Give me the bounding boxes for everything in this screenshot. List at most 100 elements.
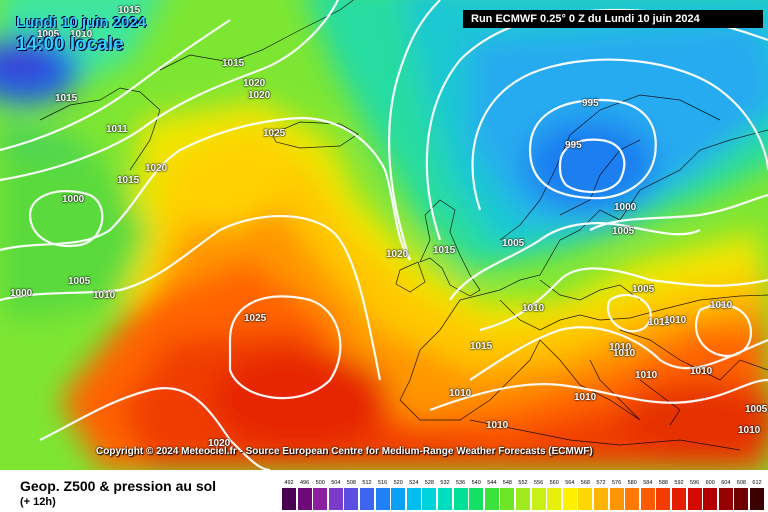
legend-label: 508 bbox=[346, 480, 356, 486]
legend-swatch bbox=[282, 488, 296, 510]
legend-swatch bbox=[360, 488, 374, 510]
legend-swatch bbox=[594, 488, 608, 510]
legend-swatch bbox=[578, 488, 593, 510]
isobar-label: 1005 bbox=[502, 238, 525, 249]
isobar-label: 1010 bbox=[664, 315, 687, 326]
isobar-label: 1010 bbox=[574, 392, 597, 403]
isobar-label: 1010 bbox=[738, 425, 761, 436]
legend-swatch bbox=[609, 488, 624, 510]
isobar-label: 1005 bbox=[37, 29, 60, 40]
legend-label: 556 bbox=[534, 480, 544, 486]
isobar-label: 1020 bbox=[145, 163, 168, 174]
legend-swatch bbox=[750, 488, 764, 510]
legend-label: 552 bbox=[518, 480, 528, 486]
legend-label: 544 bbox=[487, 480, 497, 486]
isobar-label: 1020 bbox=[386, 249, 409, 260]
legend-swatch bbox=[453, 488, 468, 510]
isobar-label: 1015 bbox=[222, 58, 245, 69]
legend-label: 596 bbox=[690, 480, 700, 486]
legend-label: 584 bbox=[643, 480, 653, 486]
isobar-label: 1010 bbox=[635, 370, 658, 381]
legend-label: 504 bbox=[331, 480, 341, 486]
forecast-date: Lundi 10 juin 2024 bbox=[16, 14, 147, 31]
model-run-title: Run ECMWF 0.25° 0 Z du Lundi 10 juin 202… bbox=[463, 10, 763, 28]
legend-swatch bbox=[469, 488, 484, 510]
legend-swatch bbox=[344, 488, 359, 510]
isobar-label: 1005 bbox=[612, 226, 635, 237]
forecast-map: 1015 1005 1010 1015 1015 1020 1020 1025 1011 1020… bbox=[0, 0, 768, 470]
legend-label: 496 bbox=[300, 480, 310, 486]
legend-label: 608 bbox=[736, 480, 746, 486]
legend-label: 580 bbox=[627, 480, 637, 486]
legend-label: 600 bbox=[705, 480, 715, 486]
legend-swatch bbox=[484, 488, 499, 510]
legend-label: 492 bbox=[284, 480, 294, 486]
product-title: Geop. Z500 & pression au sol bbox=[20, 478, 217, 494]
legend-label: 520 bbox=[393, 480, 403, 486]
legend-label: 568 bbox=[580, 480, 590, 486]
geopotential-field bbox=[0, 0, 768, 470]
legend-swatch bbox=[438, 488, 452, 510]
isobar-label: 1010 bbox=[93, 290, 116, 301]
isobar-label: 1005 bbox=[632, 284, 655, 295]
isobar-label: 1010 bbox=[613, 348, 636, 359]
legend-label: 560 bbox=[549, 480, 559, 486]
legend-swatch bbox=[672, 488, 686, 510]
legend-label: 532 bbox=[440, 480, 450, 486]
isobar-label: 1010 bbox=[710, 300, 733, 311]
isobar-label: 1000 bbox=[62, 194, 85, 205]
legend-label: 564 bbox=[565, 480, 575, 486]
legend-label: 548 bbox=[502, 480, 512, 486]
legend-swatch bbox=[375, 488, 390, 510]
isobar-label: 1010 bbox=[522, 303, 545, 314]
legend-swatch bbox=[640, 488, 655, 510]
isobar-label: 1010 bbox=[690, 366, 713, 377]
isobar-label: 1020 bbox=[243, 78, 266, 89]
legend-label: 612 bbox=[752, 480, 762, 486]
legend-label: 588 bbox=[658, 480, 668, 486]
isobar-label: 1015 bbox=[433, 245, 456, 256]
isobar-label: 1000 bbox=[614, 202, 637, 213]
legend-swatch bbox=[531, 488, 546, 510]
isobar-label: 1015 bbox=[470, 341, 493, 352]
isobar-label: 1011 bbox=[106, 124, 128, 135]
legend-swatch bbox=[547, 488, 562, 510]
legend-swatch bbox=[703, 488, 718, 510]
isobar-label: 1000 bbox=[10, 288, 33, 299]
legend-label: 512 bbox=[362, 480, 372, 486]
isobar-label: 1005 bbox=[745, 404, 768, 415]
isobar-label: 1010 bbox=[70, 29, 93, 40]
copyright-notice: Copyright © 2024 Meteociel.fr - Source E… bbox=[96, 446, 593, 457]
isobar-label: 1010 bbox=[486, 420, 509, 431]
legend-swatch bbox=[687, 488, 702, 510]
isobar-label: 1015 bbox=[55, 93, 78, 104]
legend-swatch bbox=[500, 488, 515, 510]
legend-swatch bbox=[734, 488, 749, 510]
legend-swatch bbox=[625, 488, 640, 510]
legend-swatch bbox=[656, 488, 671, 510]
legend-label: 576 bbox=[612, 480, 622, 486]
legend-label: 516 bbox=[378, 480, 388, 486]
isobar-label: 1020 bbox=[248, 90, 271, 101]
isobar-label: 1010 bbox=[609, 342, 632, 353]
legend-label: 592 bbox=[674, 480, 684, 486]
legend-swatch bbox=[422, 488, 437, 510]
isobar-label: 1015 bbox=[118, 5, 141, 16]
isobar-label: 1005 bbox=[68, 276, 91, 287]
isobar-label: 995 bbox=[582, 98, 599, 109]
isobar-label: 1010 bbox=[449, 388, 472, 399]
legend-swatch bbox=[406, 488, 421, 510]
legend-label: 604 bbox=[721, 480, 731, 486]
legend-label: 540 bbox=[471, 480, 481, 486]
legend-label: 524 bbox=[409, 480, 419, 486]
legend-label: 572 bbox=[596, 480, 606, 486]
legend-swatch bbox=[328, 488, 343, 510]
legend-swatch bbox=[313, 488, 328, 510]
isobar-label: 1025 bbox=[263, 128, 286, 139]
legend-label: 528 bbox=[424, 480, 434, 486]
legend-swatch bbox=[297, 488, 312, 510]
isobar-label: 1025 bbox=[244, 313, 267, 324]
isobar-label: 1010 bbox=[648, 317, 671, 328]
isobar-label: 1015 bbox=[117, 175, 140, 186]
